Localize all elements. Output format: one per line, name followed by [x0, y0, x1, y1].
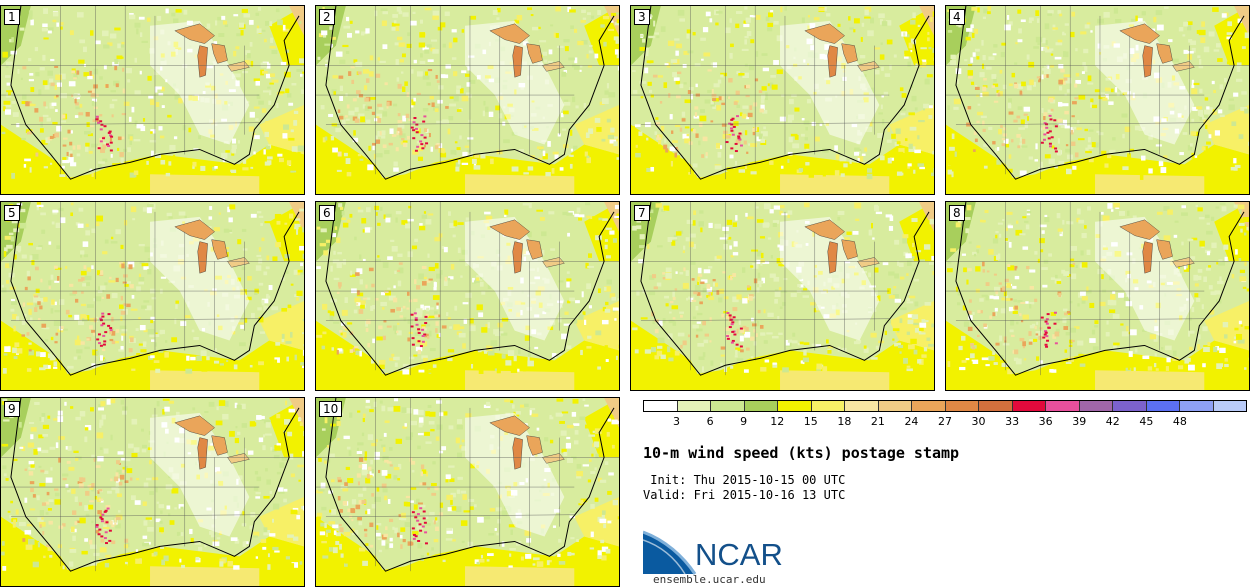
colorbar-swatch: [912, 401, 946, 411]
colorbar-swatch: [1146, 401, 1180, 411]
colorbar-tick-label: 6: [706, 415, 714, 428]
colorbar-swatch: [744, 401, 778, 411]
colorbar-swatch: [1180, 401, 1214, 411]
colorbar-tick-label: 36: [1038, 415, 1053, 428]
ensemble-member-map: 1: [0, 5, 305, 195]
colorbar-tick-label: 15: [803, 415, 818, 428]
colorbar-tick-label: 3: [673, 415, 681, 428]
colorbar-swatch: [677, 401, 711, 411]
colorbar-tick-label: 33: [1005, 415, 1020, 428]
colorbar-swatch: [845, 401, 879, 411]
colorbar-swatch: [878, 401, 912, 411]
colorbar-swatch: [1213, 401, 1246, 411]
colorbar-tick-label: 18: [837, 415, 852, 428]
colorbar-swatch: [1079, 401, 1113, 411]
colorbar-tick-label: 30: [971, 415, 986, 428]
member-number-label: 3: [634, 9, 650, 25]
ensemble-member-map: 8: [945, 201, 1250, 391]
colorbar-tick-label: 27: [938, 415, 952, 428]
colorbar-swatch: [778, 401, 812, 411]
member-number-label: 8: [949, 205, 965, 221]
colorbar-swatch: [711, 401, 745, 411]
plot-title: 10-m wind speed (kts) postage stamp: [643, 444, 960, 462]
ensemble-member-map: 9: [0, 397, 305, 587]
ensemble-member-map: 4: [945, 5, 1250, 195]
ncar-logo-text: NCAR: [695, 537, 783, 572]
colorbar-tick-label: 39: [1072, 415, 1087, 428]
ensemble-member-map: 5: [0, 201, 305, 391]
wind-speed-colorbar: [643, 400, 1247, 412]
colorbar-swatch: [1012, 401, 1046, 411]
init-time: Init: Thu 2015-10-15 00 UTC: [643, 473, 846, 487]
colorbar-swatch: [811, 401, 845, 411]
member-number-label: 9: [4, 401, 20, 417]
colorbar-tick-label: 48: [1172, 415, 1187, 428]
ensemble-member-map: 10: [315, 397, 620, 587]
ensemble-member-map: 2: [315, 5, 620, 195]
colorbar-swatch: [1113, 401, 1147, 411]
colorbar-tick-label: 21: [870, 415, 885, 428]
member-number-label: 6: [319, 205, 335, 221]
colorbar-tick-labels: 3 6 9 12 15 18 21 24 27 30 33 36 39 42 45 48: [643, 415, 1247, 429]
ensemble-member-map: 3: [630, 5, 935, 195]
member-number-label: 2: [319, 9, 335, 25]
colorbar-swatch: [644, 401, 678, 411]
member-number-label: 10: [319, 401, 343, 417]
ensemble-url: ensemble.ucar.edu: [653, 573, 766, 586]
valid-time: Valid: Fri 2015-10-16 13 UTC: [643, 488, 846, 502]
colorbar-tick-label: 45: [1139, 415, 1154, 428]
colorbar-tick-label: 24: [904, 415, 919, 428]
ensemble-member-map: 6: [315, 201, 620, 391]
colorbar-tick-label: 42: [1105, 415, 1120, 428]
member-number-label: 4: [949, 9, 965, 25]
colorbar-tick-label: 12: [770, 415, 785, 428]
member-number-label: 5: [4, 205, 20, 221]
ncar-logo-icon: [643, 530, 697, 575]
ensemble-member-map: 7: [630, 201, 935, 391]
member-number-label: 1: [4, 9, 20, 25]
colorbar-swatch: [945, 401, 979, 411]
member-number-label: 7: [634, 205, 650, 221]
colorbar-tick-label: 9: [740, 415, 748, 428]
colorbar-swatch: [1046, 401, 1080, 411]
colorbar-swatch: [979, 401, 1013, 411]
